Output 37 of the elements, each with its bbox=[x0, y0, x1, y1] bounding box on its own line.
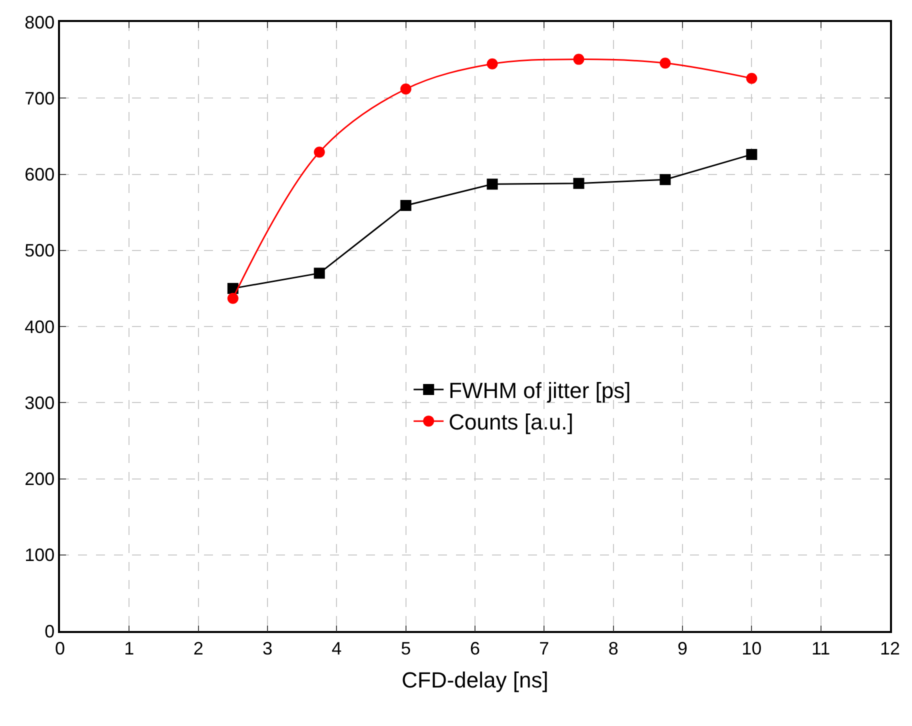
x-tick-label: 5 bbox=[400, 638, 411, 658]
x-tick-label: 3 bbox=[262, 638, 273, 658]
point bbox=[486, 58, 498, 70]
y-tick-label: 600 bbox=[24, 164, 55, 185]
point bbox=[400, 83, 412, 94]
point bbox=[314, 146, 325, 158]
x-tick-label: 7 bbox=[539, 638, 550, 658]
y-tick-label: 400 bbox=[24, 316, 55, 337]
x-axis-title: CFD-delay [ns] bbox=[402, 668, 548, 693]
x-tick-label: 9 bbox=[677, 638, 688, 658]
x-tick-label: 8 bbox=[608, 638, 618, 658]
y-tick-label: 0 bbox=[44, 621, 55, 642]
point bbox=[573, 178, 584, 189]
x-tick-label: 4 bbox=[332, 638, 342, 658]
x-tick-label: 12 bbox=[880, 638, 900, 658]
x-tick-label: 2 bbox=[193, 638, 204, 658]
legend-label: FWHM of jitter [ps] bbox=[448, 378, 631, 404]
y-tick-label: 100 bbox=[24, 545, 55, 566]
y-tick-label: 300 bbox=[24, 392, 55, 413]
point bbox=[660, 58, 671, 69]
point bbox=[486, 178, 498, 190]
point bbox=[227, 292, 238, 304]
x-tick-label: 11 bbox=[811, 638, 830, 658]
x-tick-label: 6 bbox=[470, 638, 480, 658]
y-tick-label: 500 bbox=[24, 240, 55, 261]
y-tick-label: 800 bbox=[24, 12, 55, 32]
legend-label: Counts [a.u.] bbox=[448, 410, 574, 435]
point bbox=[660, 174, 671, 186]
point bbox=[314, 268, 325, 279]
point bbox=[746, 148, 758, 160]
point bbox=[573, 54, 584, 65]
y-tick-label: 200 bbox=[24, 469, 55, 490]
y-tick-label: 700 bbox=[24, 88, 55, 108]
x-tick-label: 10 bbox=[742, 638, 762, 658]
point bbox=[746, 72, 758, 84]
point bbox=[400, 200, 412, 211]
x-tick-label: 1 bbox=[124, 638, 134, 658]
